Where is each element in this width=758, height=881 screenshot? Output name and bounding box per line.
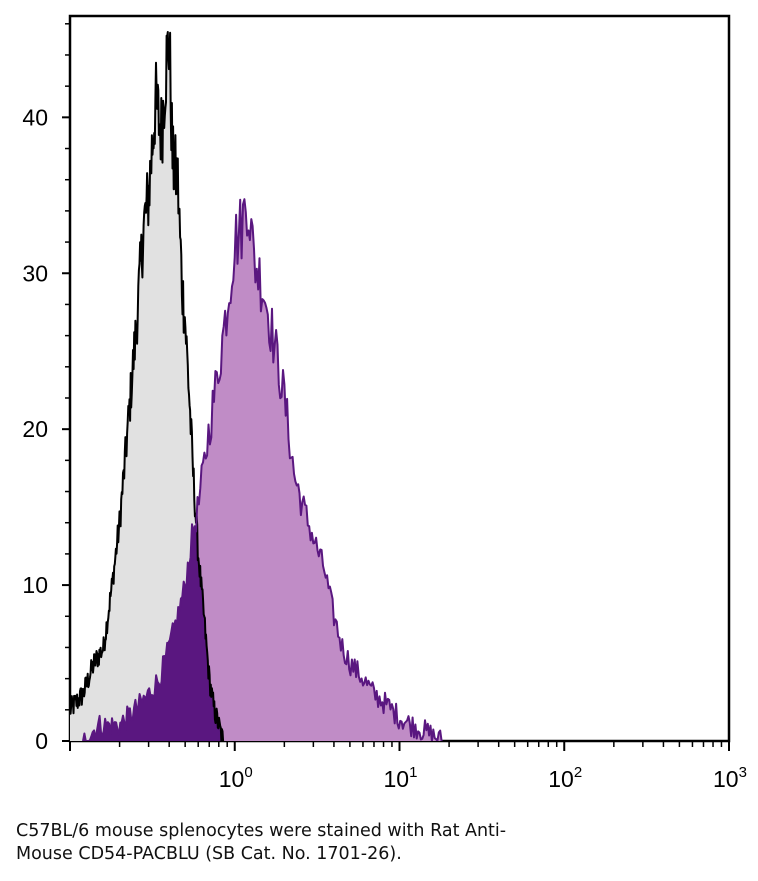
series-2-line — [82, 198, 443, 741]
y-tick-label: 20 — [22, 416, 48, 442]
y-tick-label: 0 — [35, 728, 48, 754]
x-tick-label: 101 — [384, 764, 418, 792]
series-1-line — [70, 31, 225, 741]
y-tick-label: 40 — [22, 104, 48, 130]
series-1-area — [70, 32, 224, 741]
caption-line-2: Mouse CD54-PACBLU (SB Cat. No. 1701-26). — [16, 844, 402, 864]
y-tick-label: 10 — [22, 572, 48, 598]
x-tick-label: 100 — [219, 764, 253, 792]
series-2-area — [83, 199, 442, 741]
x-tick-label: 102 — [548, 764, 582, 792]
y-tick-label: 30 — [22, 260, 48, 286]
x-tick-label: 103 — [713, 764, 747, 792]
caption-line-1: C57BL/6 mouse splenocytes were stained w… — [16, 821, 507, 841]
figure-caption: C57BL/6 mouse splenocytes were stained w… — [16, 820, 736, 866]
histogram-chart: 0 10 20 30 40 100 101 102 103 — [22, 14, 747, 792]
